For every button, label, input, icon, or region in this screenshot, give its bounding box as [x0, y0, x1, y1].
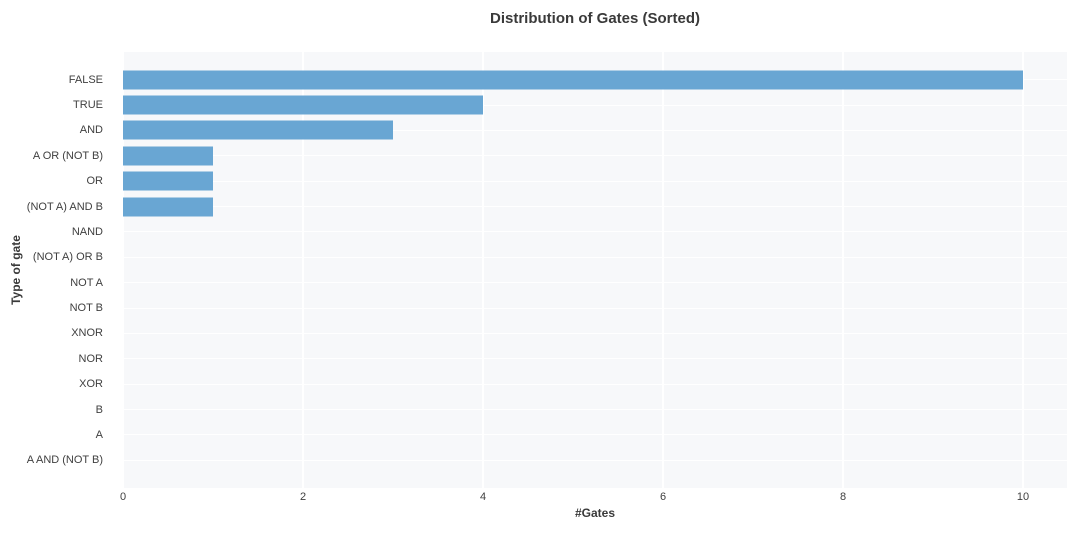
category-label-not-a-or-b: (NOT A) OR B — [32, 251, 103, 264]
plot-area — [122, 52, 1067, 488]
x-tick-label-2: 2 — [299, 491, 307, 503]
chart-title: Distribution of Gates (Sorted) — [490, 10, 700, 27]
plot-rows — [123, 67, 1067, 473]
x-gridline-4 — [482, 52, 484, 488]
bar-or — [123, 171, 213, 191]
bar-a-or-not-b — [123, 146, 213, 166]
category-label-a: A — [95, 428, 103, 441]
bar-row-not-a-or-b — [123, 245, 1067, 270]
bar-row-xor — [123, 372, 1067, 397]
x-gridline-8 — [842, 52, 844, 488]
bar-row-xnor — [123, 321, 1067, 346]
category-label-false: FALSE — [68, 73, 103, 86]
x-tick-label-4: 4 — [479, 491, 487, 503]
bar-row-a-and-not-b — [123, 448, 1067, 473]
bar-true — [123, 95, 483, 115]
category-label-xor: XOR — [79, 378, 103, 391]
bar-row-not-b — [123, 295, 1067, 320]
bar-row-or — [123, 169, 1067, 194]
gridlines — [122, 52, 1067, 488]
category-label-a-or-not-b: A OR (NOT B) — [32, 149, 103, 162]
category-label-and: AND — [79, 124, 103, 137]
x-gridline-6 — [662, 52, 664, 488]
x-tick-labels: 0 2 4 6 8 10 — [0, 491, 1080, 505]
category-label-a-and-not-b: A AND (NOT B) — [26, 454, 103, 467]
x-gridline-0 — [122, 52, 124, 488]
bar-false — [123, 70, 1023, 90]
category-label-not-a-and-b: (NOT A) AND B — [26, 200, 103, 213]
bar-row-b — [123, 397, 1067, 422]
category-label-nand: NAND — [71, 225, 103, 238]
x-gridline-10 — [1022, 52, 1024, 488]
category-label-b: B — [95, 403, 103, 416]
category-label-not-a: NOT A — [70, 276, 103, 289]
bar-not-a-and-b — [123, 197, 213, 217]
category-labels: FALSE TRUE AND A OR (NOT B) OR (NOT A) AND B N… — [0, 67, 113, 473]
x-tick-label-8: 8 — [839, 491, 847, 503]
x-gridline-2 — [302, 52, 304, 488]
bar-row-false — [123, 67, 1067, 92]
bar-row-and — [123, 118, 1067, 143]
bar-row-nor — [123, 346, 1067, 371]
bar-row-not-a — [123, 270, 1067, 295]
bar-row-a — [123, 422, 1067, 447]
x-tick-label-10: 10 — [1016, 491, 1030, 503]
category-label-or: OR — [86, 175, 104, 188]
category-label-nor: NOR — [78, 352, 103, 365]
category-label-true: TRUE — [73, 99, 103, 112]
x-tick-label-6: 6 — [659, 491, 667, 503]
bar-row-a-or-not-b — [123, 143, 1067, 168]
bar-row-true — [123, 92, 1067, 117]
bar-row-nand — [123, 219, 1067, 244]
x-tick-label-0: 0 — [119, 491, 127, 503]
bar-and — [123, 120, 393, 140]
x-axis-label: #Gates — [574, 506, 616, 520]
bar-row-not-a-and-b — [123, 194, 1067, 219]
category-label-xnor: XNOR — [71, 327, 103, 340]
category-label-not-b: NOT B — [69, 302, 103, 315]
